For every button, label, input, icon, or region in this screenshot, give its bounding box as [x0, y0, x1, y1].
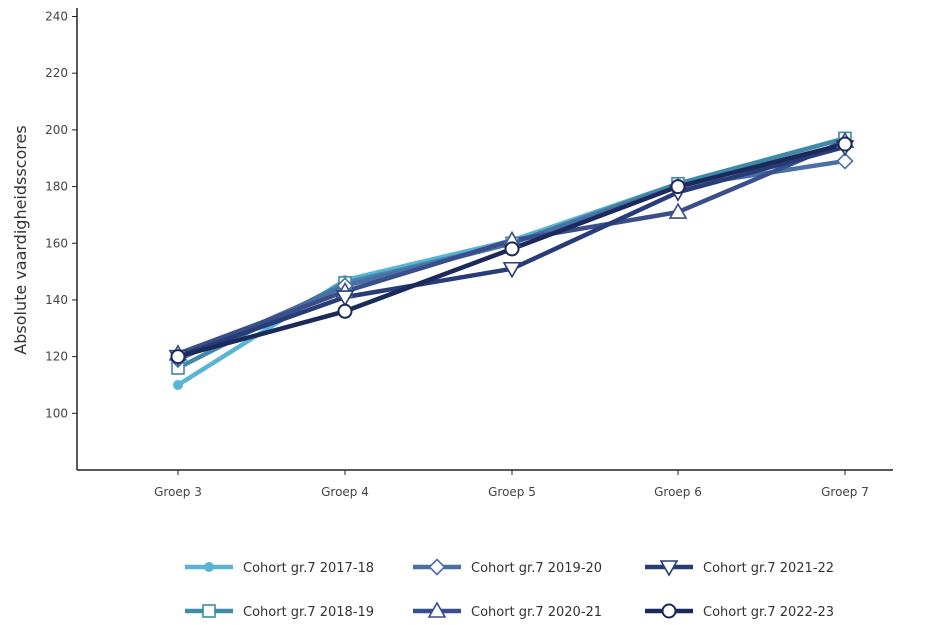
- data-point-s6-5: [837, 136, 853, 152]
- legend-item: Cohort gr.7 2018-19: [185, 604, 374, 620]
- legend-marker: [659, 560, 679, 577]
- data-point-s1-1: [173, 379, 183, 390]
- x-tick-label: Groep 7: [821, 485, 869, 499]
- x-tick-label: Groep 6: [654, 485, 702, 499]
- y-tick-label: 200: [45, 123, 68, 137]
- y-tick-label: 100: [45, 406, 68, 420]
- series-lines: [175, 136, 848, 388]
- legend-label: Cohort gr.7 2019-20: [471, 561, 602, 576]
- data-point-s6-2: [337, 303, 353, 319]
- legend-label: Cohort gr.7 2021-22: [703, 561, 834, 576]
- legend-label: Cohort gr.7 2018-19: [243, 605, 374, 620]
- y-tick-label: 180: [45, 180, 68, 194]
- legend-marker: [427, 601, 447, 618]
- x-tick-label: Groep 3: [154, 485, 202, 499]
- legend-marker: [202, 604, 216, 618]
- y-tick-label: 240: [45, 10, 68, 24]
- legend-label: Cohort gr.7 2017-18: [243, 561, 374, 576]
- data-point-s6-3: [504, 241, 520, 257]
- y-tick-label: 160: [45, 236, 68, 250]
- axes: [76, 8, 893, 471]
- data-point-s4-4: [668, 202, 688, 219]
- tick-labels: 100 120 140 160 180 200 220 240 Groep 3 Groep 4 Gr…: [45, 10, 869, 499]
- data-point-s3-5: [836, 152, 854, 170]
- legend-item: Cohort gr.7 2019-20: [413, 558, 602, 576]
- data-point-s5-3: [502, 261, 522, 279]
- legend-marker: [204, 562, 214, 572]
- data-point-s6-1: [170, 349, 186, 365]
- series-markers: [168, 131, 855, 390]
- legend-marker: [661, 603, 677, 619]
- data-point-s6-4: [670, 179, 686, 195]
- legend-label: Cohort gr.7 2020-21: [471, 605, 602, 620]
- y-tick-label: 140: [45, 293, 68, 307]
- x-tick-label: Groep 5: [488, 485, 536, 499]
- y-axis-title: Absolute vaardigheidsscores: [11, 125, 30, 354]
- legend-label: Cohort gr.7 2022-23: [703, 605, 834, 620]
- y-tick-label: 120: [45, 350, 68, 364]
- legend: Cohort gr.7 2017-18 Cohort gr.7 2018-19 Co…: [185, 558, 834, 620]
- legend-item: Cohort gr.7 2021-22: [645, 560, 834, 577]
- legend-item: Cohort gr.7 2017-18: [185, 561, 374, 576]
- data-point-s5-2: [335, 290, 355, 307]
- legend-item: Cohort gr.7 2020-21: [413, 601, 602, 620]
- y-tick-label: 220: [45, 66, 68, 80]
- legend-item: Cohort gr.7 2022-23: [645, 603, 834, 620]
- x-tick-label: Groep 4: [321, 485, 369, 499]
- legend-marker: [428, 558, 446, 576]
